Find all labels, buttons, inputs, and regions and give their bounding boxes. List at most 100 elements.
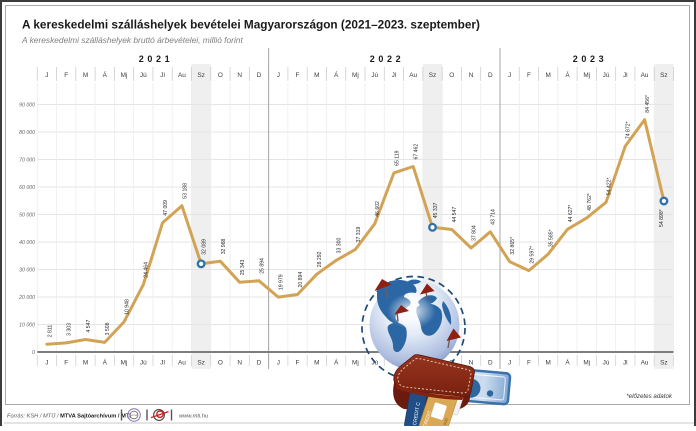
svg-text:Jl: Jl — [623, 72, 628, 79]
svg-text:44 627*: 44 627* — [568, 205, 574, 223]
svg-text:74 872*: 74 872* — [626, 121, 632, 139]
svg-text:37 804: 37 804 — [472, 225, 478, 241]
svg-text:CREDIT: CREDIT — [422, 410, 432, 426]
svg-text:Jl: Jl — [160, 360, 165, 367]
svg-text:80 000: 80 000 — [19, 130, 35, 136]
svg-text:O: O — [218, 360, 223, 367]
svg-text:F: F — [64, 360, 68, 367]
svg-text:90 000: 90 000 — [19, 102, 35, 108]
svg-text:N: N — [237, 72, 242, 79]
svg-text:Mj: Mj — [352, 72, 359, 79]
svg-text:J: J — [508, 72, 511, 79]
svg-text:Jl: Jl — [160, 72, 165, 79]
svg-text:J: J — [508, 360, 511, 367]
svg-text:48 762*: 48 762* — [587, 193, 593, 211]
svg-text:www.mti.hu: www.mti.hu — [179, 414, 209, 420]
svg-text:Á: Á — [334, 358, 339, 367]
svg-text:Mj: Mj — [121, 72, 128, 79]
svg-text:F: F — [64, 72, 68, 79]
svg-text:Sz: Sz — [429, 72, 436, 79]
svg-text:Sz: Sz — [197, 360, 204, 367]
svg-text:40 000: 40 000 — [19, 240, 35, 246]
svg-text:2023: 2023 — [573, 54, 607, 64]
svg-text:D: D — [488, 360, 493, 367]
svg-text:24 464: 24 464 — [144, 262, 150, 278]
svg-text:M: M — [314, 72, 319, 79]
svg-text:54 422*: 54 422* — [606, 178, 612, 196]
svg-text:N: N — [237, 360, 242, 367]
svg-text:O: O — [218, 72, 223, 79]
svg-text:10 000: 10 000 — [19, 322, 35, 328]
svg-text:29 597*: 29 597* — [529, 246, 535, 264]
svg-text:Au: Au — [641, 360, 649, 367]
svg-text:Jú: Jú — [140, 360, 147, 367]
svg-text:Á: Á — [103, 70, 108, 79]
svg-text:44 547: 44 547 — [452, 207, 458, 223]
svg-text:F: F — [527, 72, 531, 79]
svg-text:28 292: 28 292 — [317, 251, 323, 267]
svg-text:53 188: 53 188 — [182, 183, 188, 199]
svg-text:32 865*: 32 865* — [510, 237, 516, 255]
svg-text:2 811: 2 811 — [47, 325, 53, 338]
svg-text:3 303: 3 303 — [67, 323, 73, 336]
svg-text:J: J — [277, 360, 280, 367]
svg-text:37 319: 37 319 — [356, 227, 362, 243]
svg-text:M: M — [83, 72, 88, 79]
svg-text:Sz: Sz — [660, 72, 667, 79]
svg-text:Jú: Jú — [371, 72, 378, 79]
svg-text:Jú: Jú — [140, 72, 147, 79]
svg-text:M: M — [546, 72, 551, 79]
svg-text:60 000: 60 000 — [19, 185, 35, 191]
svg-text:Sz: Sz — [660, 360, 667, 367]
svg-text:4 547: 4 547 — [86, 319, 92, 332]
svg-text:Jú: Jú — [603, 72, 610, 79]
svg-text:000 000: 000 000 — [440, 417, 450, 426]
svg-text:*előzetes adatok: *előzetes adatok — [626, 393, 673, 400]
svg-text:Jú: Jú — [603, 360, 610, 367]
svg-text:30 000: 30 000 — [19, 267, 35, 273]
svg-text:A kereskedelmi szálláshelyek b: A kereskedelmi szálláshelyek bevételei M… — [22, 18, 480, 32]
svg-text:J: J — [45, 72, 48, 79]
svg-text:M: M — [83, 360, 88, 367]
svg-text:10 948: 10 948 — [124, 299, 130, 315]
svg-text:N: N — [469, 360, 474, 367]
svg-text:25 343: 25 343 — [240, 259, 246, 275]
svg-text:50 000: 50 000 — [19, 212, 35, 218]
svg-text:67 462: 67 462 — [414, 144, 420, 160]
svg-text:32 988: 32 988 — [221, 238, 227, 254]
svg-text:Á: Á — [565, 70, 570, 79]
svg-text:0: 0 — [32, 350, 35, 356]
svg-text:Au: Au — [641, 72, 649, 79]
svg-text:Jl: Jl — [623, 360, 628, 367]
svg-text:2022: 2022 — [370, 54, 404, 64]
svg-text:20 894: 20 894 — [298, 272, 304, 288]
svg-text:Au: Au — [178, 360, 186, 367]
svg-text:43 714: 43 714 — [491, 209, 497, 225]
svg-text:F: F — [527, 360, 531, 367]
svg-text:70 000: 70 000 — [19, 157, 35, 163]
svg-text:M: M — [314, 360, 319, 367]
svg-text:D: D — [257, 72, 262, 79]
svg-text:47 009: 47 009 — [163, 200, 169, 216]
svg-text:Mj: Mj — [121, 360, 128, 367]
svg-text:Sz: Sz — [197, 72, 204, 79]
svg-text:N: N — [469, 72, 474, 79]
svg-text:J: J — [277, 72, 280, 79]
svg-text:Forrás: KSH / MTÜ / MTVA Sajtó: Forrás: KSH / MTÜ / MTVA Sajtóarchívum /… — [7, 413, 131, 420]
svg-text:F: F — [296, 360, 300, 367]
svg-text:Mj: Mj — [352, 360, 359, 367]
svg-text:19 979: 19 979 — [279, 274, 285, 290]
svg-text:32 089: 32 089 — [202, 239, 208, 255]
svg-text:Au: Au — [178, 72, 186, 79]
svg-text:65 119: 65 119 — [394, 150, 400, 165]
svg-text:D: D — [488, 72, 493, 79]
svg-text:CREDIT C: CREDIT C — [412, 401, 422, 426]
svg-text:Jl: Jl — [392, 72, 397, 79]
svg-text:54 898*: 54 898* — [659, 209, 665, 227]
svg-text:M: M — [546, 360, 551, 367]
svg-text:Á: Á — [103, 358, 108, 367]
svg-text:20 000: 20 000 — [18, 295, 35, 301]
svg-text:O: O — [449, 72, 454, 79]
svg-text:33 300: 33 300 — [337, 238, 343, 254]
svg-text:Á: Á — [565, 358, 570, 367]
